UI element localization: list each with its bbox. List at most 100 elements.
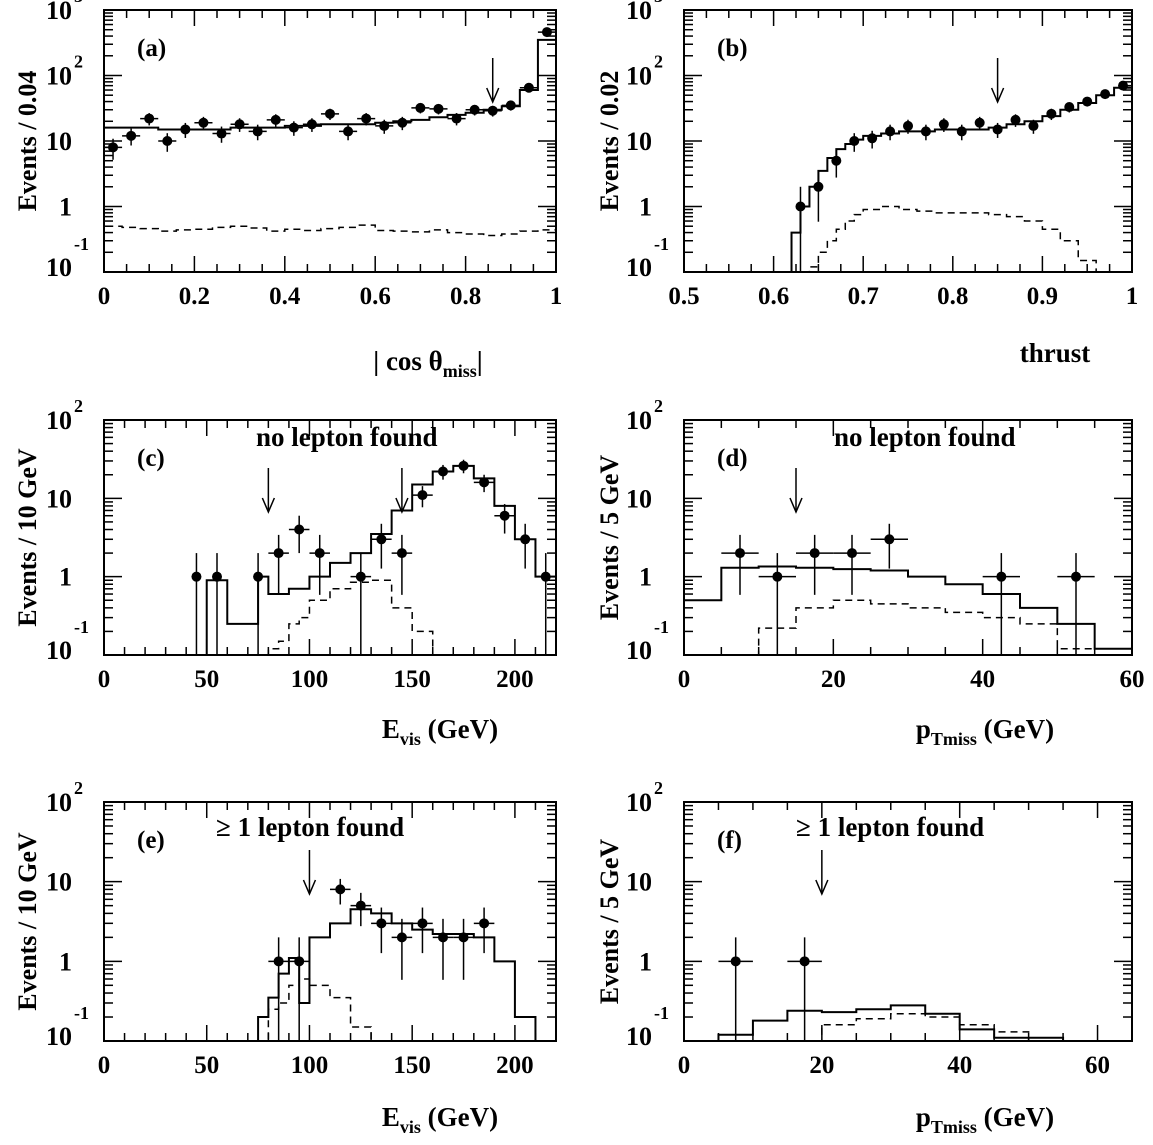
data-marker — [438, 932, 448, 943]
data-marker — [335, 884, 346, 895]
data-marker — [198, 117, 209, 128]
data-point — [371, 907, 392, 954]
plot-frame — [103, 419, 557, 656]
x-axis-label-main: thrust — [1020, 338, 1091, 368]
x-axis-label-sub: miss — [443, 361, 477, 381]
data-marker — [735, 548, 745, 559]
x-tick-label: 0.6 — [758, 283, 789, 310]
y-tick-label: 10 — [626, 1022, 652, 1051]
data-marker — [520, 534, 531, 545]
data-point — [1064, 102, 1075, 113]
data-marker — [162, 136, 173, 146]
data-marker — [273, 548, 284, 559]
cut-arrow-head — [302, 879, 317, 896]
data-marker — [273, 956, 284, 967]
data-point — [833, 534, 871, 595]
y-tick-exponent: 2 — [74, 396, 83, 416]
x-axis-label-sub: vis — [400, 1117, 421, 1137]
data-point — [412, 907, 433, 954]
y-tick-exponent: 2 — [654, 396, 663, 416]
data-marker — [212, 571, 222, 582]
data-marker — [252, 126, 263, 137]
y-tick-exponent: -1 — [654, 234, 669, 254]
data-point — [371, 523, 392, 569]
data-marker — [325, 108, 335, 119]
data-marker — [974, 117, 985, 128]
panel-label: (a) — [137, 35, 166, 62]
data-point — [266, 114, 285, 127]
y-tick-label: 10 — [46, 62, 72, 91]
mc-total-histogram — [684, 1004, 1132, 1041]
x-tick-label: 0.4 — [269, 283, 301, 310]
y-tick-exponent: 3 — [654, 0, 663, 6]
data-point — [787, 937, 822, 1041]
x-tick-label: 50 — [194, 1052, 219, 1079]
data-point — [1100, 89, 1111, 100]
x-axis-label: pTmiss (GeV) — [916, 714, 1054, 749]
y-tick-label: 10 — [46, 868, 72, 897]
data-marker — [306, 119, 317, 130]
data-marker — [288, 122, 299, 133]
data-marker — [234, 119, 245, 130]
data-point — [956, 124, 967, 141]
data-point — [992, 122, 1003, 138]
y-axis-label: Events / 0.02 — [595, 71, 624, 212]
data-marker — [831, 155, 842, 166]
data-point — [320, 108, 340, 121]
data-marker — [433, 103, 444, 114]
data-marker — [799, 956, 810, 967]
cut-arrow-head — [486, 87, 500, 104]
data-point — [831, 150, 842, 178]
data-point — [194, 116, 213, 131]
panel-annotation: no lepton found — [256, 422, 438, 452]
data-point — [920, 124, 931, 141]
y-tick-label: 10 — [626, 788, 652, 817]
cut-arrow — [789, 468, 803, 514]
y-tick-exponent: 2 — [74, 778, 83, 798]
data-point — [432, 918, 454, 980]
data-marker — [294, 956, 305, 967]
data-marker — [397, 117, 408, 128]
y-tick-label: 10 — [626, 127, 652, 156]
x-tick-label: 0 — [98, 666, 111, 693]
data-marker — [885, 126, 896, 137]
plot-frame — [683, 419, 1133, 656]
data-point — [483, 105, 502, 117]
background-histogram — [684, 599, 1132, 655]
data-marker — [343, 126, 354, 137]
data-point — [268, 937, 289, 1041]
data-point — [393, 116, 412, 131]
data-marker — [1064, 102, 1075, 113]
data-point — [885, 124, 896, 141]
data-point — [248, 124, 267, 141]
data-marker — [809, 548, 820, 559]
data-point — [473, 474, 495, 493]
cut-arrow — [486, 58, 500, 104]
x-axis-label-suffix: (GeV) — [977, 714, 1054, 744]
data-marker — [144, 113, 155, 124]
y-tick-label: 1 — [639, 193, 652, 222]
data-point — [350, 553, 372, 655]
x-axis-label-sub: Tmiss — [931, 1117, 977, 1137]
data-point — [453, 918, 474, 980]
data-marker — [355, 900, 366, 911]
x-tick-label: 0.2 — [179, 283, 210, 310]
data-marker — [884, 534, 895, 545]
data-marker — [1028, 120, 1039, 131]
data-point — [867, 130, 878, 149]
data-marker — [920, 126, 931, 137]
y-tick-exponent: -1 — [74, 234, 89, 254]
data-marker — [396, 548, 407, 559]
x-tick-label: 0.7 — [848, 283, 879, 310]
data-point — [288, 937, 310, 1041]
data-marker — [417, 490, 428, 501]
x-tick-label: 1 — [1126, 283, 1139, 310]
y-tick-label: 10 — [46, 0, 72, 25]
data-point — [191, 553, 202, 655]
x-axis-label: pTmiss (GeV) — [916, 1102, 1054, 1137]
x-tick-label: 50 — [194, 666, 219, 693]
data-marker — [379, 120, 390, 131]
